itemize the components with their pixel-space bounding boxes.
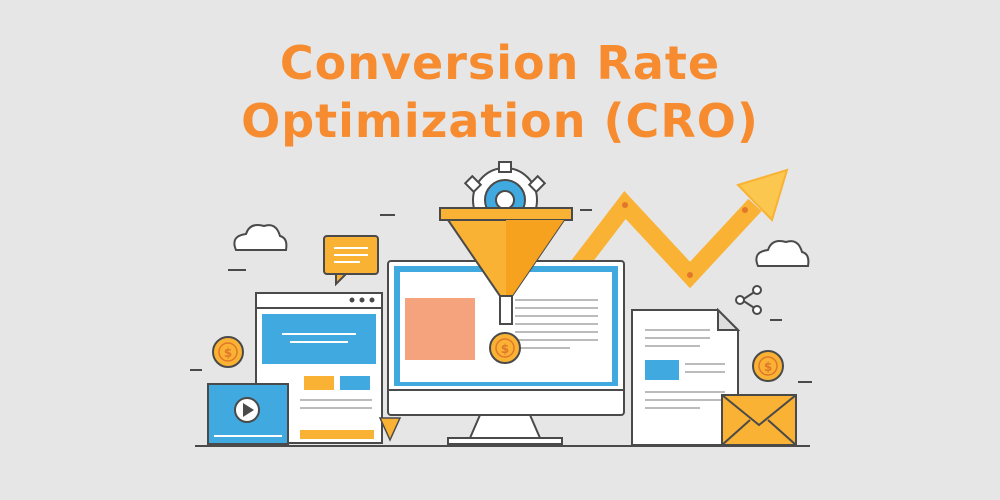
svg-text:$: $ bbox=[224, 346, 232, 360]
title-line-1: Conversion Rate bbox=[279, 36, 721, 90]
cloud-icon bbox=[228, 224, 288, 271]
dollar-coin-icon: $ bbox=[212, 336, 244, 368]
title-line-2: Optimization (CRO) bbox=[241, 94, 759, 148]
svg-text:$: $ bbox=[764, 360, 772, 374]
share-icon[interactable] bbox=[735, 285, 762, 315]
document-icon bbox=[631, 307, 741, 446]
play-icon[interactable] bbox=[243, 403, 254, 417]
chat-bubble-icon bbox=[323, 235, 379, 287]
cloud-icon bbox=[755, 240, 810, 267]
svg-text:$: $ bbox=[501, 342, 509, 356]
dollar-coin-icon: $ bbox=[752, 350, 784, 382]
envelope-icon bbox=[721, 394, 797, 446]
growth-arrow-icon bbox=[552, 168, 789, 296]
funnel-icon bbox=[439, 207, 573, 325]
page-title: Conversion Rate Optimization (CRO) bbox=[0, 34, 1000, 150]
dollar-coin-icon: $ bbox=[489, 332, 521, 364]
video-player-icon bbox=[207, 383, 289, 445]
